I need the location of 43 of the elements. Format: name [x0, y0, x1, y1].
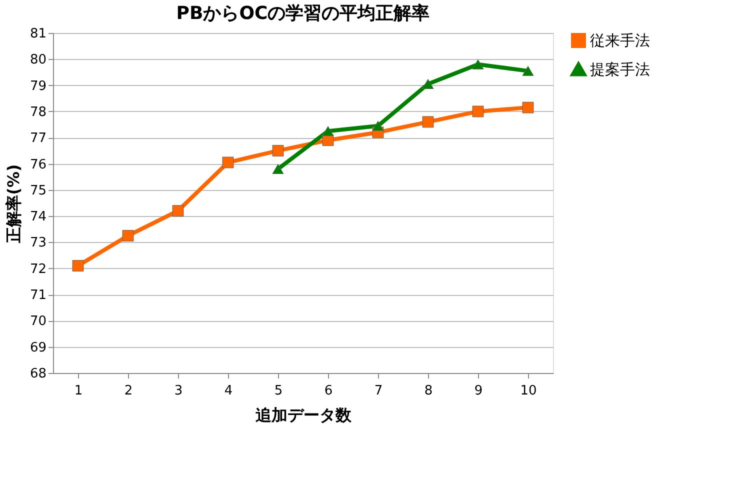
- x-tick-label: 8: [424, 384, 433, 398]
- x-tick-label: 1: [74, 384, 83, 398]
- y-tick-label: 70: [30, 314, 46, 330]
- point: [472, 59, 484, 70]
- x-tick-label: 7: [374, 384, 383, 398]
- y-tick-label: 68: [30, 366, 46, 382]
- y-tick-label: 71: [30, 288, 46, 304]
- y-axis-title: 正解率(%): [4, 164, 23, 244]
- y-tick-label: 78: [30, 104, 46, 120]
- y-tick-label: 72: [30, 262, 46, 277]
- y-tick-label: 69: [30, 340, 46, 356]
- point: [272, 144, 284, 156]
- y-tick-label: 75: [30, 183, 46, 198]
- x-tick-label: 3: [174, 384, 183, 398]
- x-axis-title: 追加データ数: [254, 406, 352, 424]
- x-tick-label: 5: [274, 384, 283, 398]
- point: [272, 164, 284, 174]
- x-tick-label: 9: [474, 384, 483, 398]
- y-tick-label: 74: [30, 210, 46, 225]
- y-tick-label: 79: [30, 78, 46, 94]
- point: [122, 230, 134, 242]
- point: [422, 116, 434, 128]
- point: [422, 79, 434, 89]
- x-tick-label: 6: [324, 384, 333, 398]
- point: [472, 106, 484, 118]
- point: [522, 102, 534, 114]
- y-tick-label: 73: [30, 236, 46, 251]
- legend-label: 提案手法: [590, 60, 650, 78]
- point: [372, 120, 384, 131]
- y-tick-label: 81: [30, 26, 46, 42]
- y-tick-label: 80: [30, 52, 46, 68]
- y-tick-label: 76: [30, 157, 46, 172]
- chart-title: PBからOCの学習の平均正解率: [176, 3, 430, 24]
- legend-label: 従来手法: [590, 32, 650, 50]
- x-tick-label: 2: [124, 384, 133, 398]
- x-tick-label: 4: [224, 384, 233, 398]
- point: [72, 260, 84, 272]
- point: [172, 205, 184, 217]
- point: [322, 126, 334, 136]
- point: [222, 156, 234, 168]
- y-tick-label: 77: [30, 131, 46, 146]
- point: [522, 66, 534, 76]
- x-tick-label: 10: [520, 384, 537, 398]
